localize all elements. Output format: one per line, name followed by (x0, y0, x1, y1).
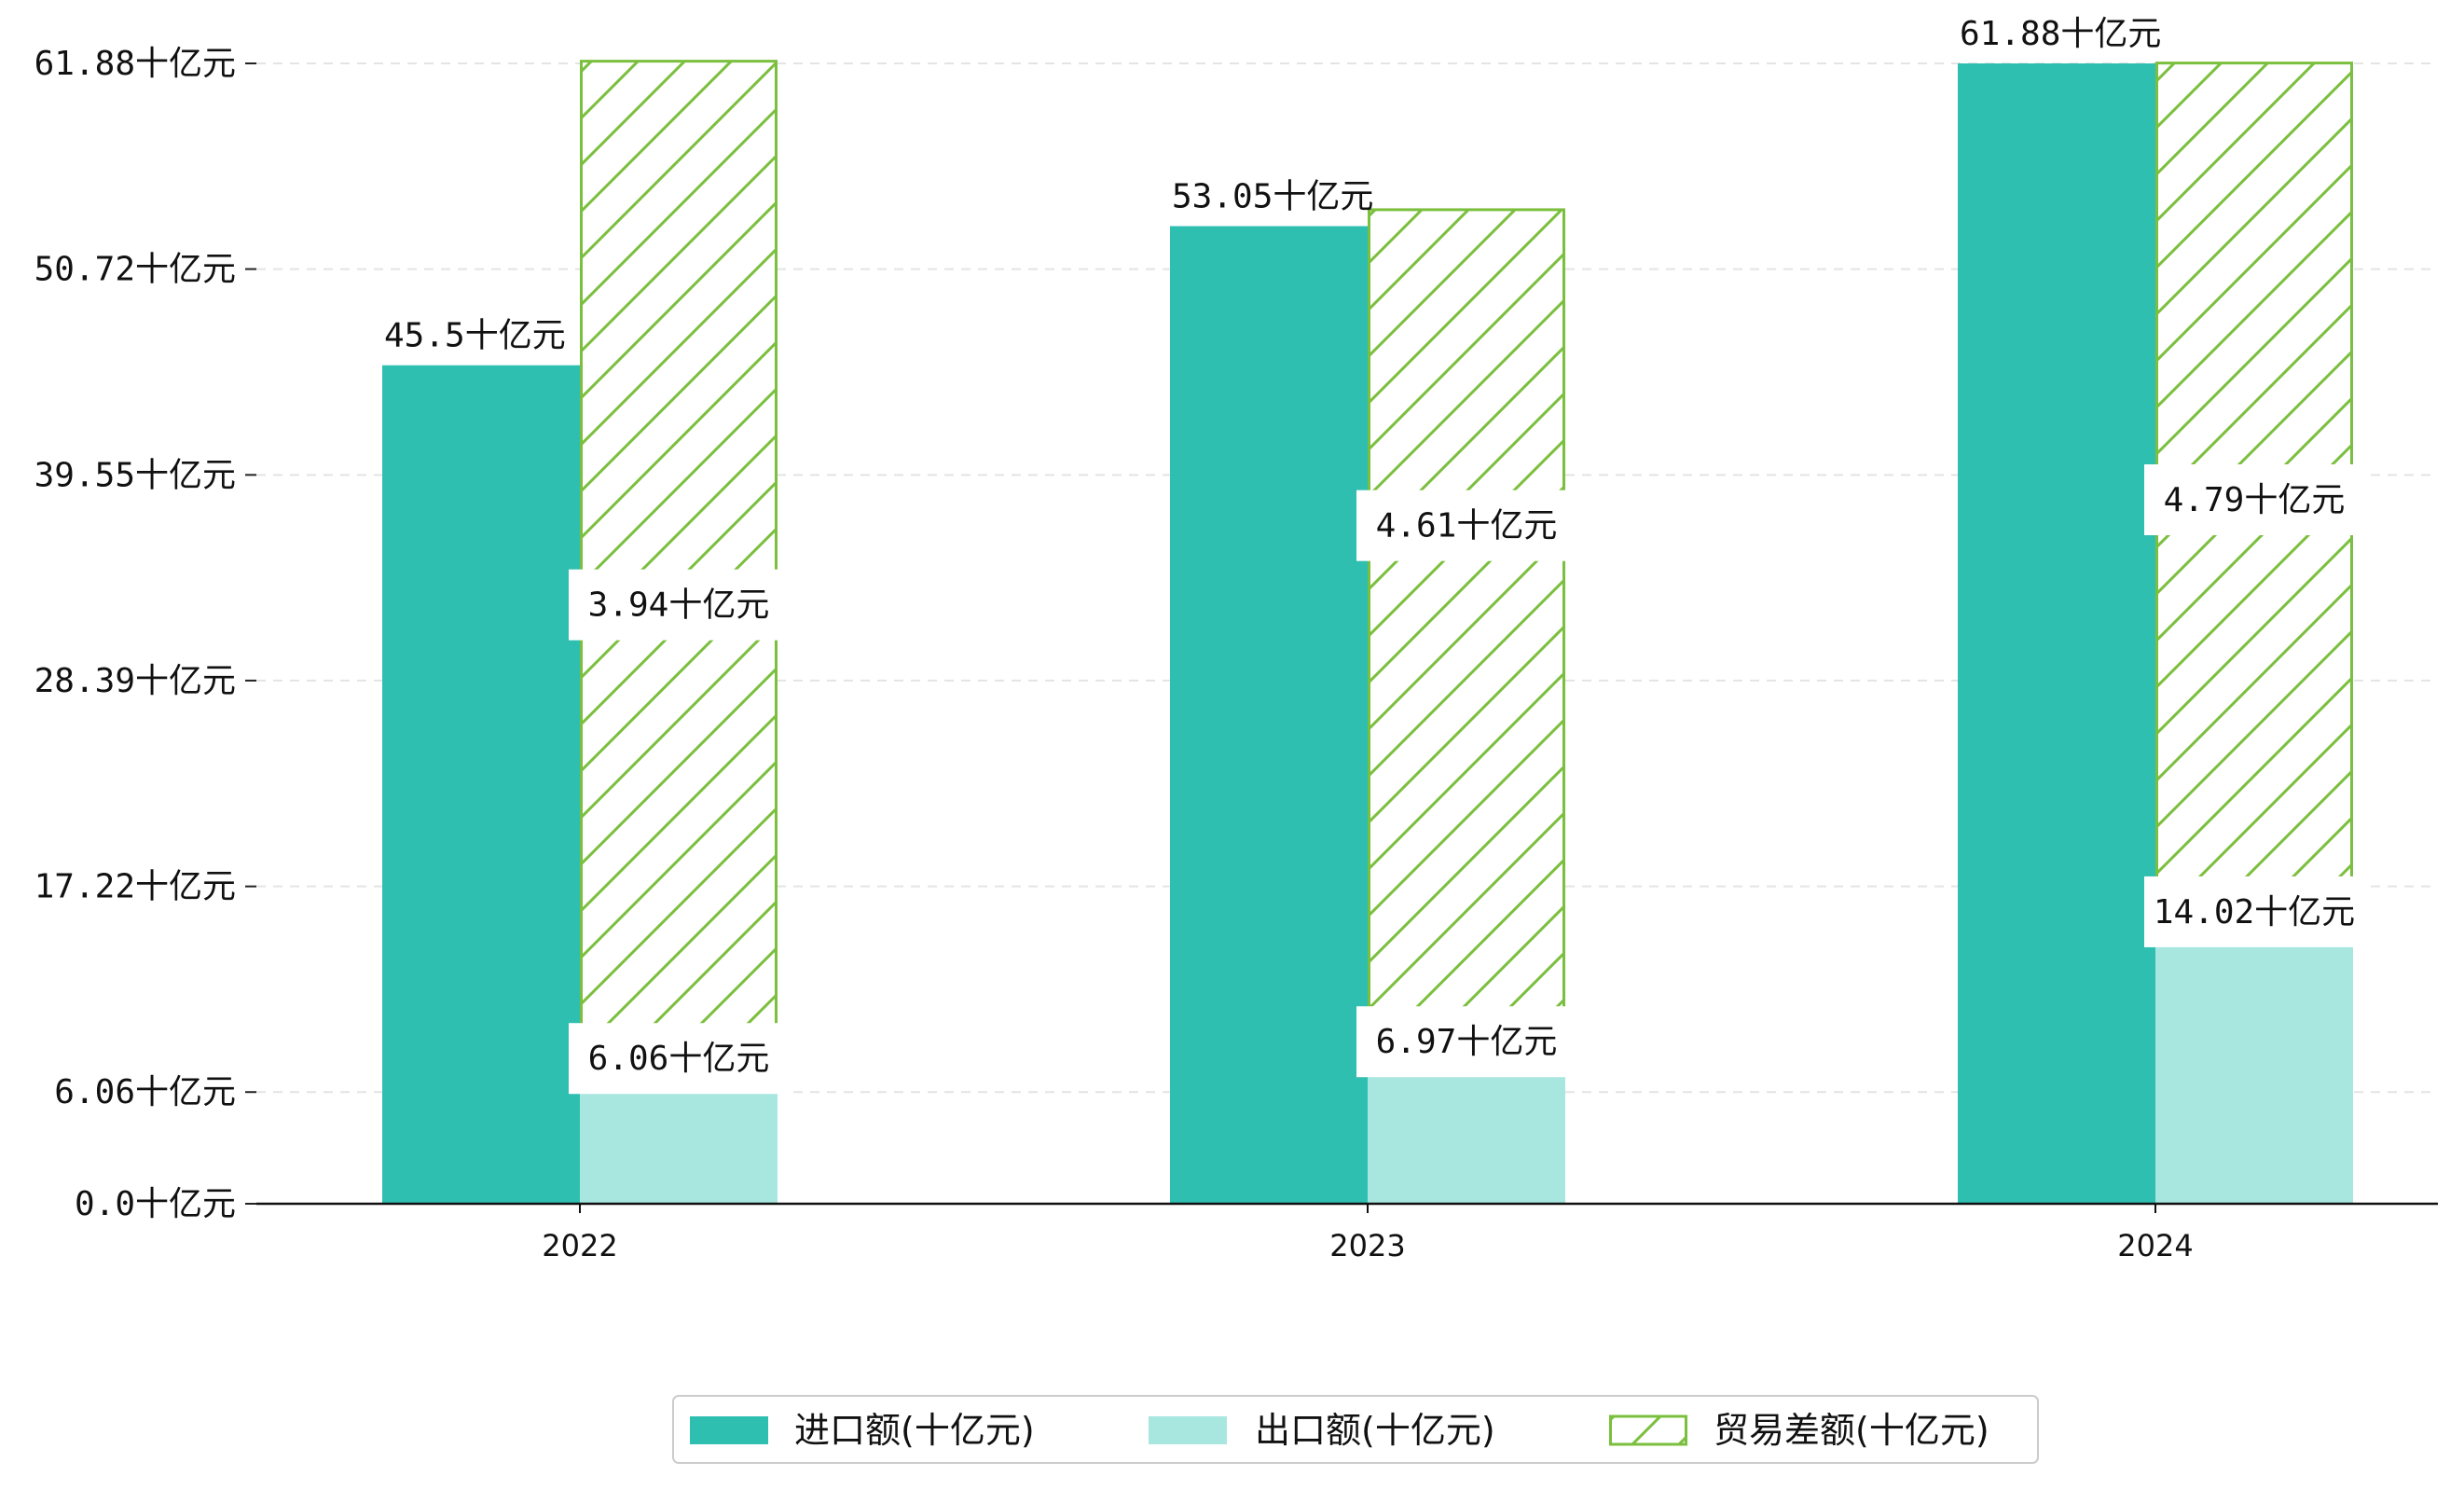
legend-swatch-import (690, 1416, 768, 1444)
legend-label: 贸易差额(十亿元) (1714, 1410, 1989, 1451)
x-tick-label: 2023 (1329, 1228, 1405, 1263)
data-label-export: 14.02十亿元 (2154, 893, 2355, 931)
y-tick-label: 50.72十亿元 (34, 251, 236, 289)
legend-label: 进口额(十亿元) (794, 1410, 1035, 1451)
data-label-export: 6.97十亿元 (1376, 1023, 1558, 1061)
y-tick-label: 28.39十亿元 (34, 662, 236, 700)
bar-export-2024 (2155, 945, 2353, 1204)
data-label-export: 6.06十亿元 (588, 1040, 770, 1078)
legend-box (672, 1395, 2039, 1464)
bar-export-2023 (1368, 1075, 1565, 1204)
data-label-box (2144, 876, 2364, 947)
y-tick-label: 17.22十亿元 (34, 868, 236, 906)
legend-swatch-balance (1609, 1414, 1687, 1446)
data-label-box (569, 1023, 789, 1095)
data-label-box (1356, 490, 1576, 561)
y-tick-label: 0.0十亿元 (75, 1185, 236, 1223)
data-label-box (569, 569, 789, 641)
bar-import-2024 (1958, 63, 2155, 1204)
data-label-box (2144, 464, 2364, 536)
data-label-balance: 4.61十亿元 (1376, 507, 1558, 545)
data-label-import: 53.05十亿元 (1172, 178, 1373, 216)
data-label-import: 61.88十亿元 (1960, 15, 2161, 53)
data-label-import: 45.5十亿元 (384, 317, 566, 355)
bar-export-2022 (580, 1092, 778, 1204)
data-label-balance: 3.94十亿元 (588, 586, 770, 625)
x-tick-label: 2024 (2117, 1228, 2193, 1263)
y-tick-label: 6.06十亿元 (54, 1073, 236, 1111)
data-label-balance: 4.79十亿元 (2164, 481, 2346, 519)
bar-balance-2023 (1368, 208, 1565, 1077)
y-tick-label: 39.55十亿元 (34, 456, 236, 494)
x-tick-label: 2022 (542, 1228, 617, 1263)
legend-label: 出口额(十亿元) (1255, 1410, 1495, 1451)
y-tick-label: 61.88十亿元 (34, 45, 236, 83)
bar-import-2022 (382, 365, 580, 1204)
data-label-box (1356, 1006, 1576, 1078)
bar-import-2023 (1170, 226, 1368, 1205)
legend-swatch-export (1149, 1416, 1227, 1444)
